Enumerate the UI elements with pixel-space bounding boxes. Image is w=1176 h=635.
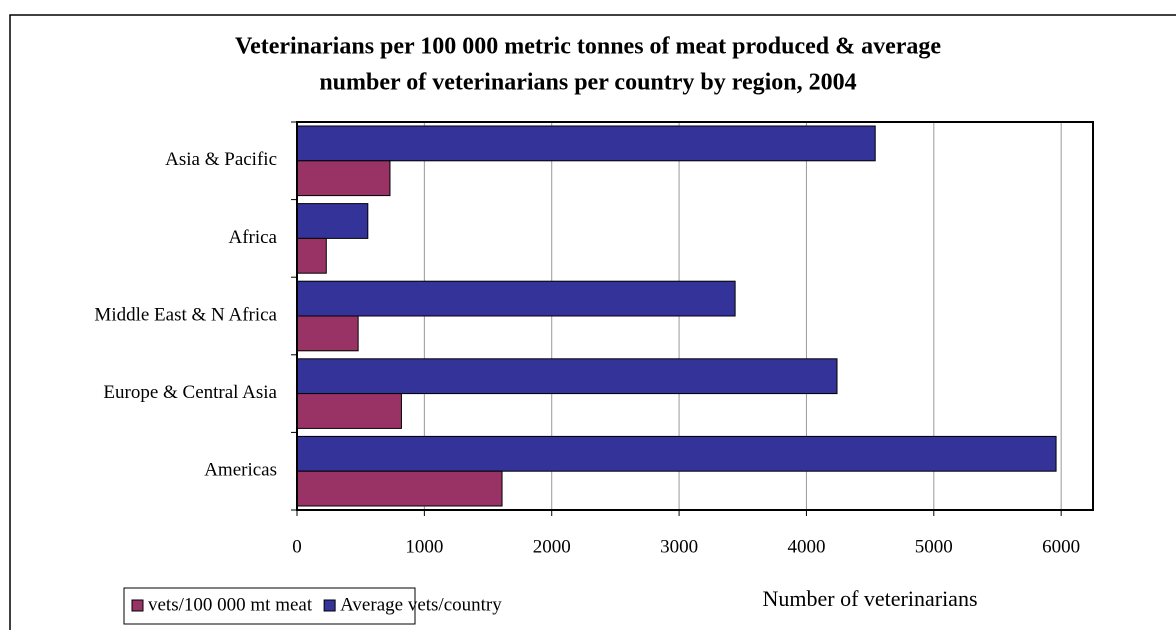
legend-label: vets/100 000 mt meat: [148, 594, 313, 615]
x-tick-label: 4000: [787, 536, 825, 557]
y-tick-label: Africa: [228, 227, 277, 248]
plot-border: [296, 121, 1094, 511]
x-tick-label: 1000: [405, 536, 443, 557]
bar: [296, 280, 736, 317]
y-tick-label: Europe & Central Asia: [103, 382, 277, 403]
chart-subtitle: number of veterinarians per country by r…: [319, 70, 856, 96]
bar: [296, 125, 876, 162]
x-tick-label: 5000: [915, 536, 953, 557]
x-tick-label: 3000: [660, 536, 698, 557]
chart-title: Veterinarians per 100 000 metric tonnes …: [235, 34, 941, 60]
x-axis-label: Number of veterinarians: [762, 586, 977, 611]
bar: [296, 358, 838, 395]
bar: [296, 315, 359, 352]
x-tick-label: 6000: [1042, 536, 1080, 557]
bar: [296, 160, 391, 197]
y-tick-label: Americas: [204, 460, 277, 481]
x-tick-label: 0: [292, 536, 302, 557]
bar: [296, 203, 369, 239]
legend-swatch: [131, 599, 144, 612]
y-tick-label: Middle East & N Africa: [94, 304, 277, 325]
legend-label: Average vets/country: [340, 594, 502, 615]
bar: [296, 393, 402, 429]
y-tick-label: Asia & Pacific: [165, 149, 277, 170]
bar: [296, 470, 503, 507]
x-tick-label: 2000: [533, 536, 571, 557]
bar: [296, 237, 327, 274]
legend: [123, 587, 416, 625]
legend-swatch: [323, 599, 336, 612]
bar: [296, 435, 1057, 472]
